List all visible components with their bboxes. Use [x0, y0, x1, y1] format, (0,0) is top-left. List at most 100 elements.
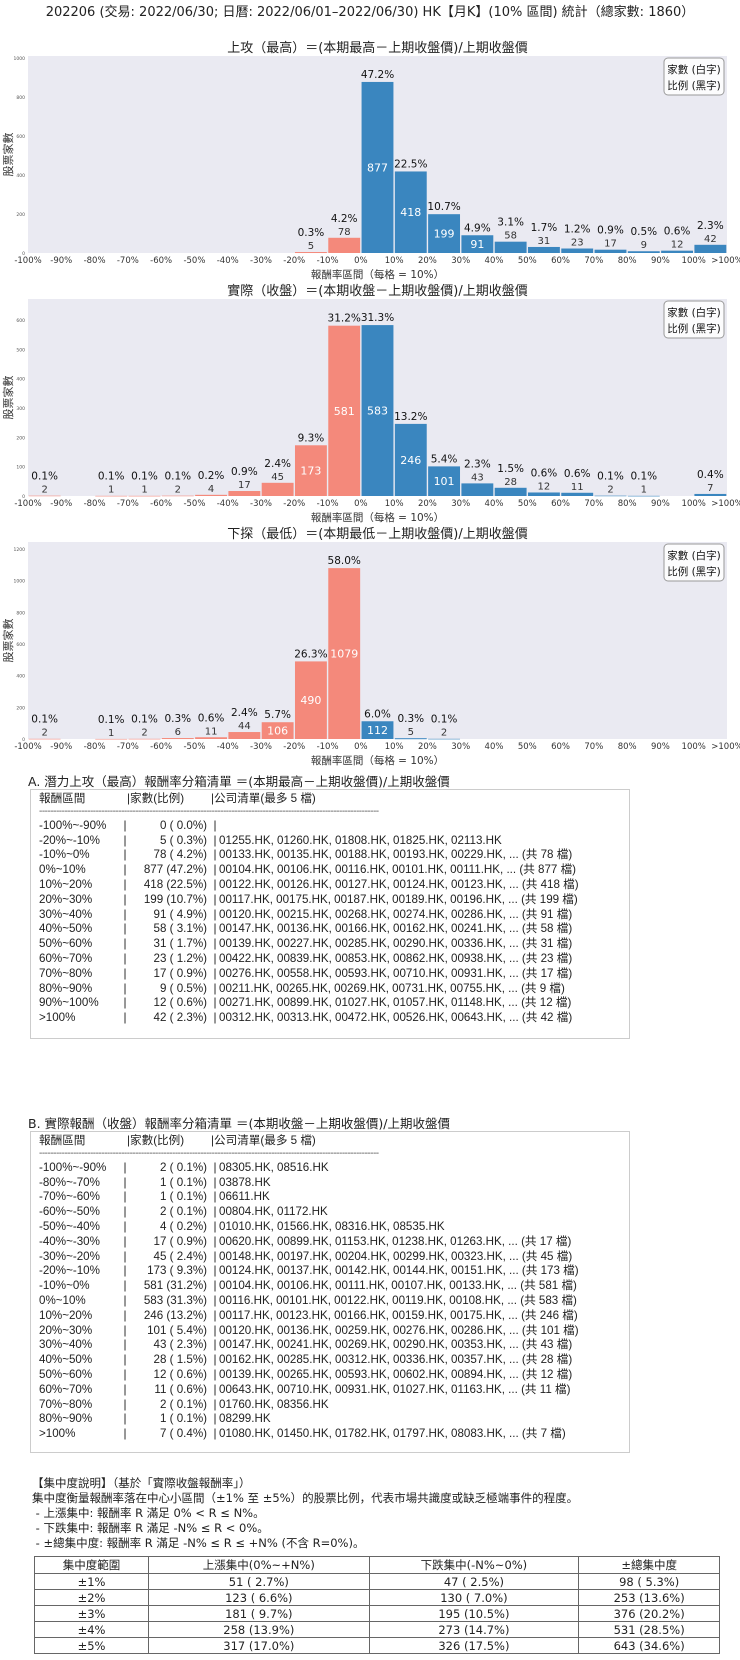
separator: | — [213, 1412, 217, 1426]
row-range: -30%~-20% — [39, 1249, 100, 1263]
row-range: 10%~20% — [39, 877, 93, 891]
header-range: 報酬區間 — [39, 792, 86, 805]
legend-box — [663, 300, 725, 339]
concentration-line: - ±總集中度: 報酬率 R 滿足 -N% ≤ R ≤ +N% (不含 R=0%… — [32, 1536, 365, 1550]
concentration-table-header: 集中度範圍 上漲集中(0%~+N%) 下跌集中(-N%~0%) ±總集中度 — [33, 1556, 720, 1574]
histogram-bar — [461, 235, 494, 253]
x-tick-label: 80% — [618, 742, 637, 752]
separator: | — [213, 863, 217, 877]
bar-percent-label: 5.7% — [264, 709, 291, 721]
list-row: 90%~100% | 12 ( 0.6%) | 00271.HK, 00899.HK, … — [39, 996, 629, 1011]
report-header: 202206 (交易: 2022/06/30; 日曆: 2022/06/01–2… — [45, 5, 695, 20]
histogram-bar — [561, 492, 594, 496]
row-range: 70%~80% — [39, 966, 93, 980]
bar-count-label: 12 — [538, 481, 551, 492]
row-count: 9 ( 0.5%) — [159, 981, 207, 995]
row-range: 60%~70% — [39, 951, 93, 965]
y-tick-label: 500 — [16, 347, 25, 353]
histogram-bar — [494, 487, 527, 496]
bar-count-label: 581 — [334, 405, 355, 418]
separator: | — [123, 1264, 127, 1278]
separator: | — [123, 1011, 127, 1025]
row-range: -10%~0% — [39, 1279, 90, 1293]
row-range: 20%~30% — [39, 1323, 93, 1337]
bar-count-label: 2 — [41, 728, 47, 739]
bar-percent-label: 2.3% — [697, 220, 724, 232]
list-row: 50%~60% | 31 ( 1.7%) | 00139.HK, 00227.HK, 0… — [39, 937, 629, 952]
table-cell: 643 (34.6%) — [578, 1637, 720, 1654]
list-row: -20%~-10% | 5 ( 0.3%) | 01255.HK, 01260.HK, … — [39, 834, 629, 849]
bar-percent-label: 47.2% — [361, 69, 394, 81]
separator: | — [123, 922, 127, 936]
list-row: -20%~-10% | 173 ( 9.3%) | 00124.HK, 00137.HK… — [39, 1264, 629, 1279]
y-tick-label: 400 — [16, 377, 25, 383]
bar-percent-label: 0.6% — [564, 468, 591, 480]
legend-entry: 比例 (黑字) — [667, 322, 721, 335]
table-row: ±5% 317 (17.0%) 326 (17.5%) 643 (34.6%) — [33, 1637, 720, 1654]
x-tick-label: 30% — [451, 256, 470, 266]
list-row: 0%~10% | 583 (31.3%) | 00116.HK, 00101.HK, 0… — [39, 1294, 629, 1309]
x-tick-label: -30% — [250, 256, 272, 266]
x-tick-label: 40% — [485, 256, 504, 266]
histogram-bar — [428, 466, 461, 496]
separator: | — [213, 1382, 217, 1396]
list-row: 60%~70% | 23 ( 1.2%) | 00422.HK, 00839.HK, 0… — [39, 952, 629, 967]
x-tick-label: 100% — [682, 499, 706, 509]
histogram-bar — [294, 252, 327, 254]
row-count: 12 ( 0.6%) — [153, 996, 208, 1010]
histogram-bar — [461, 483, 494, 496]
separator: | — [213, 1308, 217, 1322]
bar-percent-label: 31.3% — [361, 312, 394, 324]
separator: | — [123, 1219, 127, 1233]
row-companies: 08299.HK — [219, 1412, 271, 1426]
bar-count-label: 2 — [41, 484, 47, 495]
y-tick-label: 0 — [22, 251, 25, 257]
y-tick-label: 800 — [16, 95, 25, 101]
x-tick-label: -60% — [150, 499, 172, 509]
row-count: 2 ( 0.1%) — [159, 1160, 207, 1174]
row-range: -60%~-50% — [39, 1205, 100, 1219]
row-companies: 01080.HK, 01450.HK, 01782.HK, 01797.HK, … — [219, 1427, 566, 1441]
row-range: 10%~20% — [39, 1308, 93, 1322]
x-tick-label: -100% — [14, 256, 41, 266]
bar-count-label: 2 — [441, 728, 447, 739]
x-tick-label: -100% — [14, 499, 41, 509]
x-tick-label: -40% — [217, 256, 239, 266]
bar-count-label: 2 — [141, 728, 147, 739]
separator: | — [123, 996, 127, 1010]
table-cell: 326 (17.5%) — [368, 1637, 580, 1654]
row-companies: 01760.HK, 08356.HK — [219, 1397, 329, 1411]
histogram-bar — [561, 248, 594, 253]
y-tick-label: 0 — [22, 494, 25, 500]
row-count: 418 (22.5%) — [143, 877, 207, 891]
header-count: |家數(比例) — [127, 1134, 185, 1147]
x-tick-label: 100% — [682, 742, 706, 752]
bar-percent-label: 2.4% — [231, 707, 258, 719]
y-tick-label: 400 — [16, 674, 25, 680]
list-row: -60%~-50% | 2 ( 0.1%) | 00804.HK, 01172.HK — [39, 1205, 629, 1220]
separator: | — [123, 863, 127, 877]
separator: | — [213, 1175, 217, 1189]
separator: | — [123, 1293, 127, 1307]
bar-percent-label: 9.3% — [298, 432, 325, 444]
table-cell: 273 (14.7%) — [368, 1621, 580, 1638]
list-row: 30%~40% | 91 ( 4.9%) | 00120.HK, 00215.HK, 0… — [39, 908, 629, 923]
x-tick-label: 50% — [518, 499, 537, 509]
bar-percent-label: 0.9% — [231, 466, 258, 478]
x-tick-label: 80% — [618, 256, 637, 266]
histogram-bar — [28, 738, 61, 740]
row-count: 101 ( 5.4%) — [147, 1323, 207, 1337]
separator: | — [123, 1353, 127, 1367]
bar-percent-label: 0.1% — [98, 714, 125, 726]
x-tick-label: 60% — [551, 499, 570, 509]
row-range: 20%~30% — [39, 892, 93, 906]
table-cell: ±2% — [33, 1589, 150, 1606]
legend-entry: 比例 (黑字) — [667, 565, 721, 578]
row-companies: 00120.HK, 00215.HK, 00268.HK, 00274.HK, … — [219, 907, 573, 921]
x-tick-label: 20% — [418, 256, 437, 266]
row-range: 0%~10% — [39, 1293, 86, 1307]
row-count: 42 ( 2.3%) — [153, 1011, 208, 1025]
histogram-bar — [128, 738, 161, 740]
header-count: |家數(比例) — [127, 792, 185, 805]
x-tick-label: 10% — [385, 256, 404, 266]
